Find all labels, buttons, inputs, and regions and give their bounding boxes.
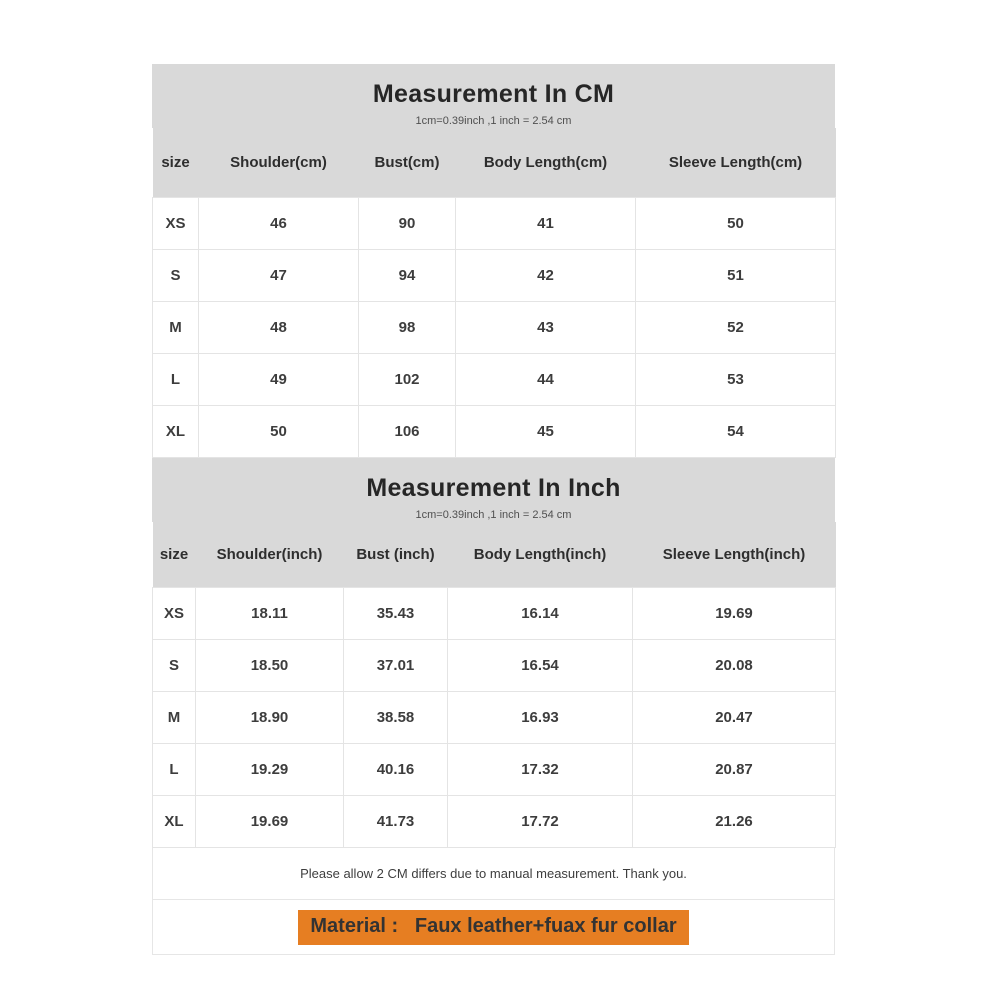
table-cell: 38.58 (343, 691, 448, 744)
table-cell: 90 (358, 196, 456, 250)
table-row: XL 19.69 41.73 17.72 21.26 (152, 795, 836, 848)
table-cell: 19.29 (195, 743, 344, 796)
size-cell: XS (152, 587, 196, 640)
table-cell: 18.11 (195, 587, 344, 640)
table-cell: 37.01 (343, 639, 448, 692)
table-row: L 49 102 44 53 (152, 352, 836, 406)
table-row: L 19.29 40.16 17.32 20.87 (152, 743, 836, 796)
column-header-shoulder: Shoulder(inch) (195, 521, 344, 588)
table-row: S 47 94 42 51 (152, 248, 836, 302)
column-header-body-length: Body Length(cm) (455, 128, 636, 197)
column-header-body-length: Body Length(inch) (447, 521, 633, 588)
table-cell: 50 (198, 404, 359, 458)
cm-header-row: size Shoulder(cm) Bust(cm) Body Length(c… (152, 128, 836, 197)
table-cell: 20.08 (632, 639, 836, 692)
cm-table: size Shoulder(cm) Bust(cm) Body Length(c… (152, 128, 836, 458)
table-cell: 102 (358, 352, 456, 406)
table-cell: 41.73 (343, 795, 448, 848)
table-cell: 47 (198, 248, 359, 302)
table-cell: 50 (635, 196, 836, 250)
measurement-cm-section: Measurement In CM 1cm=0.39inch ,1 inch =… (152, 64, 836, 458)
size-cell: XL (152, 404, 199, 458)
table-cell: 46 (198, 196, 359, 250)
inch-header-row: size Shoulder(inch) Bust (inch) Body Len… (152, 521, 836, 588)
table-row: S 18.50 37.01 16.54 20.08 (152, 639, 836, 692)
table-cell: 51 (635, 248, 836, 302)
table-cell: 18.90 (195, 691, 344, 744)
measurement-note: Please allow 2 CM differs due to manual … (300, 866, 687, 881)
cm-table-subtitle: 1cm=0.39inch ,1 inch = 2.54 cm (415, 115, 572, 127)
table-row: XS 18.11 35.43 16.14 19.69 (152, 587, 836, 640)
table-cell: 54 (635, 404, 836, 458)
size-cell: XL (152, 795, 196, 848)
inch-table-header: Measurement In Inch 1cm=0.39inch ,1 inch… (152, 457, 835, 522)
table-cell: 20.47 (632, 691, 836, 744)
size-cell: XS (152, 196, 199, 250)
table-cell: 42 (455, 248, 636, 302)
table-cell: 18.50 (195, 639, 344, 692)
table-cell: 19.69 (632, 587, 836, 640)
table-cell: 16.14 (447, 587, 633, 640)
table-cell: 40.16 (343, 743, 448, 796)
size-cell: S (152, 639, 196, 692)
column-header-size: size (152, 128, 199, 197)
size-chart-sheet: Measurement In CM 1cm=0.39inch ,1 inch =… (152, 64, 836, 955)
table-row: M 18.90 38.58 16.93 20.47 (152, 691, 836, 744)
table-row: XL 50 106 45 54 (152, 404, 836, 458)
column-header-shoulder: Shoulder(cm) (198, 128, 359, 197)
table-cell: 35.43 (343, 587, 448, 640)
measurement-inch-section: Measurement In Inch 1cm=0.39inch ,1 inch… (152, 457, 836, 848)
column-header-sleeve-length: Sleeve Length(cm) (635, 128, 836, 197)
table-cell: 44 (455, 352, 636, 406)
inch-table-title: Measurement In Inch (366, 473, 621, 502)
table-row: XS 46 90 41 50 (152, 196, 836, 250)
material-note-row: Material : Faux leather+fuax fur collar (152, 900, 835, 955)
column-header-bust: Bust(cm) (358, 128, 456, 197)
table-cell: 41 (455, 196, 636, 250)
table-cell: 52 (635, 300, 836, 354)
table-cell: 19.69 (195, 795, 344, 848)
table-cell: 48 (198, 300, 359, 354)
column-header-bust: Bust (inch) (343, 521, 448, 588)
cm-table-title: Measurement In CM (372, 80, 615, 108)
table-cell: 45 (455, 404, 636, 458)
inch-table: size Shoulder(inch) Bust (inch) Body Len… (152, 521, 836, 848)
column-header-size: size (152, 521, 196, 588)
size-cell: M (152, 300, 199, 354)
size-cell: L (152, 743, 196, 796)
table-cell: 53 (635, 352, 836, 406)
table-cell: 98 (358, 300, 456, 354)
size-cell: L (152, 352, 199, 406)
cm-table-header: Measurement In CM 1cm=0.39inch ,1 inch =… (152, 64, 835, 128)
table-cell: 49 (198, 352, 359, 406)
material-note: Material : Faux leather+fuax fur collar (298, 909, 689, 945)
measurement-note-row: Please allow 2 CM differs due to manual … (152, 848, 835, 900)
table-cell: 43 (455, 300, 636, 354)
table-cell: 106 (358, 404, 456, 458)
table-cell: 16.93 (447, 691, 633, 744)
inch-table-subtitle: 1cm=0.39inch ,1 inch = 2.54 cm (415, 508, 572, 521)
table-cell: 94 (358, 248, 456, 302)
table-row: M 48 98 43 52 (152, 300, 836, 354)
table-cell: 20.87 (632, 743, 836, 796)
size-cell: M (152, 691, 196, 744)
table-cell: 17.32 (447, 743, 633, 796)
column-header-sleeve-length: Sleeve Length(inch) (632, 521, 836, 588)
table-cell: 21.26 (632, 795, 836, 848)
table-cell: 17.72 (447, 795, 633, 848)
size-cell: S (152, 248, 199, 302)
table-cell: 16.54 (447, 639, 633, 692)
